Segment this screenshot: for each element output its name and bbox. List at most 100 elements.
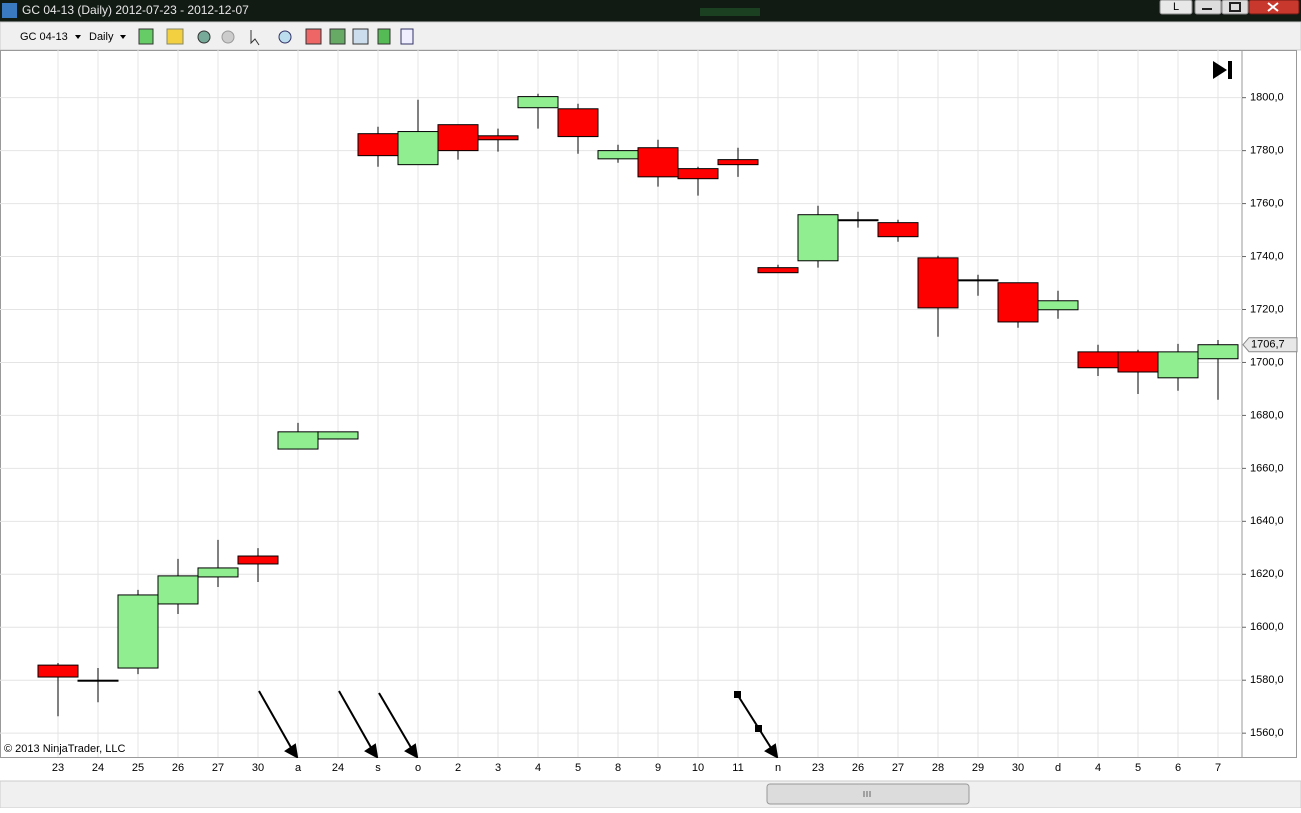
x-tick-label: n (775, 762, 781, 774)
x-axis (0, 758, 1297, 780)
candle-body (757, 267, 799, 274)
properties-icon[interactable] (400, 28, 414, 45)
zoom-in-icon[interactable] (197, 30, 211, 44)
x-tick-label: 30 (252, 762, 264, 774)
arrow (736, 693, 774, 752)
arrow-handle[interactable] (734, 691, 741, 698)
bar-type-icon[interactable] (138, 28, 154, 45)
candle-body (357, 133, 399, 157)
candle-body (997, 282, 1039, 323)
scroll-end-icon[interactable] (1213, 61, 1227, 79)
y-tick-label: 1680,0 (1250, 409, 1284, 421)
x-tick-label: 10 (692, 762, 704, 774)
x-tick-label: a (295, 762, 302, 774)
x-tick-label: 27 (892, 762, 904, 774)
candle-body (1117, 351, 1159, 373)
candles (37, 93, 1239, 717)
arrow (338, 690, 374, 752)
candle-body (837, 219, 879, 222)
y-tick-label: 1720,0 (1250, 303, 1284, 315)
instrument-selector[interactable]: GC 04-13 (20, 31, 68, 43)
window-l-label: L (1173, 1, 1179, 13)
x-tick-label: 26 (852, 762, 864, 774)
x-tick-label: 24 (332, 762, 344, 774)
title-glow (700, 8, 760, 16)
dropdown-arrow (75, 35, 81, 39)
candle-body (37, 664, 79, 678)
candle-body (597, 150, 639, 160)
x-tick-label: 8 (615, 762, 621, 774)
arrow (258, 690, 294, 752)
x-tick-label: 26 (172, 762, 184, 774)
arrow-head (284, 743, 299, 759)
candle-body (1197, 344, 1239, 360)
arrow-handle[interactable] (755, 725, 762, 732)
candle-body (1157, 351, 1199, 379)
candle-body (517, 96, 559, 109)
candle-body (1037, 300, 1079, 311)
scrollbar-track (0, 780, 1301, 809)
x-tick-label: 5 (1135, 762, 1141, 774)
candle-body (237, 555, 279, 565)
x-tick-label: 11 (732, 762, 743, 774)
candle-body (157, 575, 199, 605)
x-tick-label: 23 (52, 762, 64, 774)
copyright: © 2013 NinjaTrader, LLC (4, 743, 125, 755)
x-tick-label: 30 (1012, 762, 1024, 774)
arrow-head (404, 743, 419, 759)
arrow (378, 692, 414, 752)
y-tick-label: 1580,0 (1250, 674, 1284, 686)
candle-body (877, 222, 919, 238)
candle-body (317, 431, 359, 440)
dollar-icon[interactable] (377, 28, 391, 45)
minimize-button[interactable] (1194, 0, 1222, 15)
x-tick-label: 6 (1175, 762, 1181, 774)
search-icon[interactable] (278, 30, 292, 44)
y-tick-label: 1760,0 (1250, 197, 1284, 209)
grid (0, 50, 1242, 757)
window-title: GC 04-13 (Daily) 2012-07-23 - 2012-12-07 (22, 3, 249, 17)
candle-body (797, 214, 839, 262)
x-tick-label: 25 (132, 762, 144, 774)
drawing-tool-icon[interactable] (166, 28, 184, 45)
candle-body (677, 168, 719, 180)
candle-body (557, 108, 599, 138)
candle-body (477, 135, 519, 141)
x-tick-label: s (375, 762, 381, 774)
candle-body (437, 124, 479, 152)
interval-selector[interactable]: Daily (89, 31, 114, 43)
cursor-icon[interactable] (250, 30, 260, 46)
y-tick-label: 1700,0 (1250, 356, 1284, 368)
window-l-button[interactable] (1159, 0, 1193, 15)
strategies-icon[interactable] (329, 28, 346, 45)
maximize-button[interactable] (1221, 0, 1249, 15)
arrow-head (764, 743, 779, 759)
indicators-icon[interactable] (305, 28, 322, 45)
x-tick-label: 7 (1215, 762, 1221, 774)
scrollbar-thumb[interactable] (766, 783, 970, 805)
x-tick-label: 28 (932, 762, 944, 774)
last-price-marker (1242, 337, 1298, 353)
candle-body (957, 279, 999, 282)
y-tick-label: 1620,0 (1250, 568, 1284, 580)
x-tick-label: 23 (812, 762, 824, 774)
chart-icon[interactable] (352, 28, 369, 45)
candle-body (117, 594, 159, 669)
candle-body (637, 147, 679, 178)
dropdown-arrow (120, 35, 126, 39)
app-icon (2, 3, 17, 18)
candle-body (77, 679, 119, 682)
x-tick-label: 2 (455, 762, 461, 774)
maximize-icon (1229, 2, 1241, 12)
toolbar (0, 21, 1301, 51)
x-tick-label: 24 (92, 762, 104, 774)
zoom-out-icon[interactable] (221, 30, 235, 44)
x-tick-label: 5 (575, 762, 581, 774)
scroll-end-bar (1228, 61, 1232, 79)
y-tick-label: 1600,0 (1250, 621, 1284, 633)
candle-body (277, 431, 319, 450)
close-icon (1267, 2, 1279, 12)
title-bar (0, 0, 1301, 22)
candle-body (917, 257, 959, 309)
